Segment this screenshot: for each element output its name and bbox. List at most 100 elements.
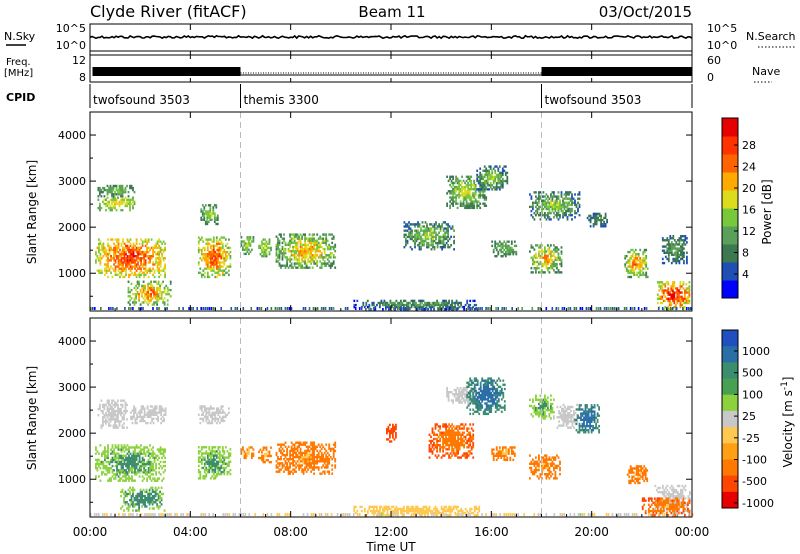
velocity-cell [209, 460, 212, 463]
power-cell [108, 200, 110, 204]
power-cell [293, 233, 296, 236]
power-cell [123, 257, 126, 260]
power-cell [326, 258, 329, 261]
velocity-cell [105, 418, 107, 421]
power-cell [206, 210, 209, 213]
power-cell [126, 259, 129, 262]
power-cell [245, 248, 247, 251]
power-cell [310, 254, 312, 257]
power-cell [212, 250, 215, 254]
velocity-cell [116, 464, 118, 468]
power-cell [262, 238, 265, 241]
velocity-cell [229, 452, 232, 455]
power-cell [115, 184, 118, 188]
power-cell [483, 184, 486, 187]
power-cell [120, 244, 123, 248]
power-cell [667, 259, 670, 263]
power-cell [636, 253, 639, 256]
velocity-cell [108, 414, 110, 417]
power-cell [417, 235, 419, 239]
velocity-cell [119, 473, 121, 476]
power-cell [430, 229, 433, 232]
velocity-cell [98, 452, 100, 455]
power-cell [308, 233, 311, 236]
power-cell [204, 222, 207, 226]
power-cell [682, 297, 685, 300]
velocity-cell [155, 471, 157, 474]
power-cell [328, 260, 331, 263]
power-cell [209, 259, 212, 262]
velocity-cell [215, 462, 218, 465]
velocity-cell [117, 446, 120, 449]
power-cell [141, 265, 144, 268]
power-cell [548, 212, 551, 215]
velocity-cell [298, 441, 300, 444]
power-cell [530, 214, 533, 217]
power-cell [538, 207, 540, 211]
power-cell [143, 255, 145, 258]
power-cell [597, 307, 600, 310]
power-cell [310, 252, 312, 255]
velocity-cell [95, 475, 97, 478]
power-cell [151, 284, 154, 288]
power-colorbar-tick-label: 8 [742, 247, 749, 260]
power-cell [281, 245, 284, 249]
velocity-cell [203, 464, 206, 468]
power-cell [295, 252, 297, 255]
power-cell [562, 205, 564, 209]
velocity-cell [218, 458, 221, 461]
power-cell [190, 307, 192, 310]
velocity-cell [138, 503, 140, 506]
velocity-cell [108, 469, 111, 472]
velocity-cell [146, 479, 148, 482]
power-cell [671, 281, 674, 284]
velocity-cell [140, 467, 142, 470]
velocity-cell [99, 405, 101, 409]
velocity-cell [206, 458, 209, 461]
velocity-cell [135, 473, 138, 476]
power-cell [243, 252, 246, 256]
power-cell [278, 256, 281, 259]
power-cell [491, 184, 494, 187]
power-cell [560, 195, 563, 198]
velocity-cell [155, 473, 157, 476]
power-cell [209, 218, 212, 221]
power-cell [467, 303, 470, 307]
power-cell [123, 255, 126, 258]
velocity-cell [221, 405, 224, 408]
velocity-cell [115, 416, 118, 419]
velocity-cell [119, 456, 121, 460]
velocity-cell [158, 450, 160, 453]
power-cell [415, 303, 417, 307]
power-cell [643, 273, 646, 277]
power-cell [101, 246, 103, 250]
power-cell [565, 197, 567, 200]
power-cell [629, 307, 632, 310]
power-cell [141, 253, 144, 256]
velocity-cell [275, 460, 278, 463]
power-cell [102, 200, 104, 204]
velocity-cell [296, 441, 299, 444]
power-cell [388, 308, 390, 311]
velocity-cell [208, 411, 211, 414]
power-cell [221, 236, 224, 239]
power-cell [262, 246, 265, 250]
power-cell [545, 214, 548, 217]
power-cell [450, 198, 453, 201]
velocity-cell [228, 452, 230, 455]
power-cell [103, 202, 106, 206]
velocity-cell [159, 448, 162, 451]
power-cell [661, 237, 664, 240]
power-cell [200, 307, 202, 310]
power-cell [206, 273, 209, 277]
power-cell [264, 255, 266, 258]
power-cell [114, 204, 116, 208]
power-cell [121, 200, 124, 204]
power-cell [133, 303, 136, 306]
velocity-cell [116, 456, 118, 460]
velocity-cell [146, 405, 149, 408]
power-cell [495, 182, 498, 185]
velocity-cell [99, 403, 101, 407]
power-cell [544, 205, 546, 209]
velocity-cell [139, 419, 141, 423]
